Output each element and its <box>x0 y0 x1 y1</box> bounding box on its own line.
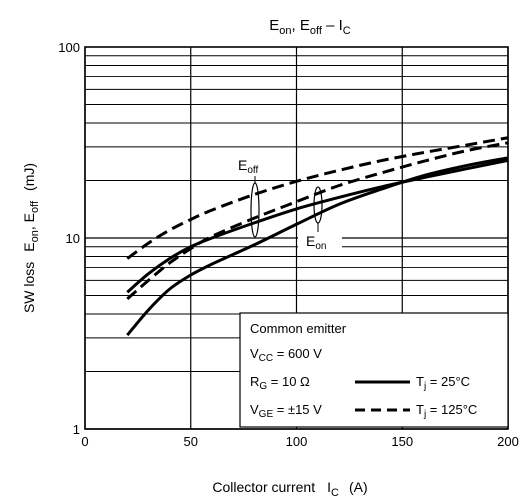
chart-title: Eon, Eoff – IC <box>269 17 351 37</box>
legend-solid-label: Tj = 25°C <box>416 374 470 392</box>
y-tick-label: 1 <box>73 422 80 437</box>
legend-heading: Common emitter <box>250 321 347 336</box>
eoff-marker-ellipse <box>250 182 260 238</box>
series-eon-dashed <box>126 141 509 301</box>
x-tick-label: 50 <box>184 434 198 449</box>
series-group <box>126 136 509 337</box>
legend-rg: RG = 10 Ω <box>250 374 310 392</box>
eon-label-bg <box>298 232 342 250</box>
plot-frame <box>84 46 509 430</box>
legend-vcc: VCC = 600 V <box>250 346 322 364</box>
x-tick-label: 200 <box>497 434 519 449</box>
series-eoff-dashed <box>126 136 509 260</box>
legend: Common emitter VCC = 600 V RG = 10 Ω VGE… <box>239 312 509 428</box>
eoff-label-bg <box>234 155 270 175</box>
x-tick-label: 100 <box>286 434 308 449</box>
y-axis-label: SW lossEon, Eoff(mJ) <box>21 163 41 313</box>
series-eon-solid <box>126 156 509 337</box>
y-tick-label: 100 <box>58 40 80 55</box>
legend-box <box>239 312 509 428</box>
y-tick-label: 10 <box>66 231 80 246</box>
tick-labels: 0 50 100 150 200 1 10 100 <box>58 40 519 449</box>
x-axis-label: Collector current IC (A) <box>212 479 367 499</box>
series-eoff-solid <box>126 158 509 294</box>
legend-vge: VGE = ±15 V <box>250 402 322 420</box>
eon-annotation: Eon <box>306 233 326 252</box>
x-tick-label: 0 <box>81 434 88 449</box>
legend-dashed-label: Tj = 125°C <box>416 402 477 420</box>
x-tick-label: 150 <box>391 434 413 449</box>
eoff-annotation: Eoff <box>238 157 259 176</box>
